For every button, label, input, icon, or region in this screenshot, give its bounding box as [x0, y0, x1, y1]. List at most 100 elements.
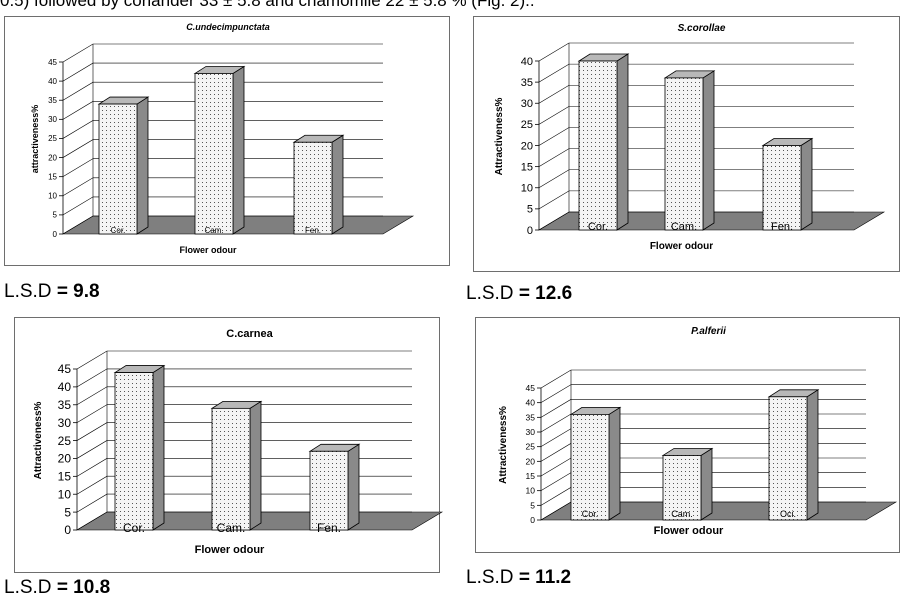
bar — [762, 145, 802, 231]
bar-side — [608, 406, 621, 521]
y-tick-label: 0 — [64, 523, 71, 537]
chart-s-corollae: 0 5 10 15 20 25 30 35 40 Cor. Cam. Fen. S.corollae Fl… — [494, 23, 886, 252]
x-tick-label: Cor. — [123, 521, 145, 535]
y-tick-label: 20 — [526, 456, 536, 466]
gridline — [62, 101, 383, 120]
y-tick-label: 15 — [48, 172, 57, 181]
y-tick-label: 40 — [521, 56, 533, 68]
gridline — [76, 386, 412, 406]
y-tick-label: 0 — [527, 225, 533, 237]
bar-side — [806, 389, 819, 521]
lsd-2-value: = 12.6 — [518, 283, 573, 304]
gridline — [540, 369, 866, 389]
gridline — [538, 106, 854, 125]
y-tick-label: 15 — [521, 161, 533, 173]
y-tick-label: 30 — [48, 115, 57, 124]
lsd-1-label: L.S.D — [4, 281, 52, 302]
gridline — [76, 404, 412, 423]
y-tick-label: 30 — [526, 427, 536, 437]
y-tick-label: 45 — [58, 362, 72, 376]
gridline — [76, 422, 412, 441]
y-tick-label: 15 — [58, 470, 72, 484]
gridline — [538, 211, 854, 231]
lsd-3-value: = 10.8 — [56, 577, 111, 598]
bar — [211, 407, 251, 531]
lsd-4-value: = 11.2 — [518, 567, 572, 588]
bar-side — [616, 53, 629, 231]
x-axis-label: Flower odour — [195, 544, 265, 556]
y-tick-label: 25 — [58, 434, 72, 448]
y-tick-label: 5 — [530, 500, 535, 510]
gridline — [62, 120, 383, 139]
gridline — [62, 62, 383, 82]
y-tick-label: 35 — [526, 412, 536, 422]
y-tick-label: 25 — [48, 134, 57, 143]
chart-title: P.alferii — [691, 326, 726, 337]
y-tick-label: 10 — [58, 487, 72, 501]
y-tick-label: 15 — [526, 471, 536, 481]
x-axis-label: Flower odour — [654, 525, 724, 537]
gridline — [538, 42, 854, 62]
bar-side — [249, 400, 262, 531]
chart-panel-3: 0 5 10 15 20 25 30 35 40 45 Cor. Cam. Fen. C.carnea Fl… — [14, 317, 444, 573]
chart-title: C.undecimpunctata — [186, 22, 270, 32]
lsd-4-label: L.S.D — [466, 567, 514, 588]
y-tick-label: 40 — [58, 380, 72, 394]
bar-side — [800, 137, 813, 231]
y-tick-label: 40 — [48, 77, 57, 86]
lsd-4: L.S.D = 11.2 — [466, 567, 571, 589]
bar — [114, 372, 154, 531]
gridline — [540, 384, 866, 403]
bar — [309, 450, 349, 531]
y-tick-label: 20 — [58, 452, 72, 466]
lsd-1: L.S.D = 9.8 — [4, 281, 100, 303]
bar-side — [331, 134, 344, 235]
x-tick-label: Cam. — [204, 226, 223, 235]
y-tick-label: 25 — [526, 442, 536, 452]
y-axis-label: Attractiveness% — [33, 401, 44, 479]
y-tick-label: 30 — [521, 98, 533, 110]
chart-c-undecimpunctata: 0 5 10 15 20 25 30 35 40 45 Cor. Cam. Fen. C.undecimp… — [30, 22, 415, 255]
x-tick-label: Fen. — [305, 226, 321, 235]
bar-side — [136, 96, 149, 235]
gridline — [540, 399, 866, 418]
y-tick-label: 30 — [58, 416, 72, 430]
gridline — [62, 215, 383, 235]
bar-side — [702, 70, 715, 231]
y-axis-label: Attractiveness% — [498, 406, 509, 484]
y-tick-label: 35 — [48, 96, 57, 105]
gridline — [538, 63, 854, 83]
y-tick-label: 25 — [521, 119, 533, 131]
x-tick-label: Cam. — [217, 521, 246, 535]
lsd-2: L.S.D = 12.6 — [466, 283, 572, 305]
x-tick-label: Fen. — [317, 521, 341, 535]
bar — [194, 73, 234, 235]
x-tick-label: Cam. — [671, 221, 697, 233]
chart-panel-1: 0 5 10 15 20 25 30 35 40 45 Cor. Cam. Fen. C.undecimp… — [4, 16, 450, 266]
gridline — [62, 158, 383, 177]
gridline — [62, 139, 383, 158]
y-tick-label: 45 — [526, 383, 536, 393]
y-axis-label: attractiveness% — [30, 105, 40, 174]
bar — [662, 455, 702, 521]
chart-panel-4: 0 5 10 15 20 25 30 35 40 45 Cor. Cam. Oci. P.alferii F… — [475, 317, 900, 553]
x-tick-label: Cor. — [582, 509, 599, 519]
x-tick-label: Cam. — [671, 509, 693, 519]
chart-title: S.corollae — [678, 23, 726, 34]
y-axis-label: Attractiveness% — [494, 97, 505, 175]
chart-title: C.carnea — [226, 328, 273, 340]
gridline — [62, 43, 383, 63]
gridline — [538, 148, 854, 167]
bar — [768, 396, 808, 521]
chart-panel-2: 0 5 10 15 20 25 30 35 40 Cor. Cam. Fen. S.corollae Fl… — [473, 16, 900, 272]
gridline — [62, 81, 383, 101]
lsd-3: L.S.D = 10.8 — [4, 577, 110, 599]
y-tick-label: 5 — [64, 505, 71, 519]
y-tick-label: 20 — [521, 140, 533, 152]
bar — [293, 141, 333, 235]
bar-side — [152, 364, 165, 531]
header-text: 0.5) followed by coriander 33 ± 5.8 and … — [0, 0, 535, 10]
y-tick-label: 5 — [527, 204, 533, 216]
bar — [570, 414, 610, 521]
y-tick-label: 35 — [58, 398, 72, 412]
